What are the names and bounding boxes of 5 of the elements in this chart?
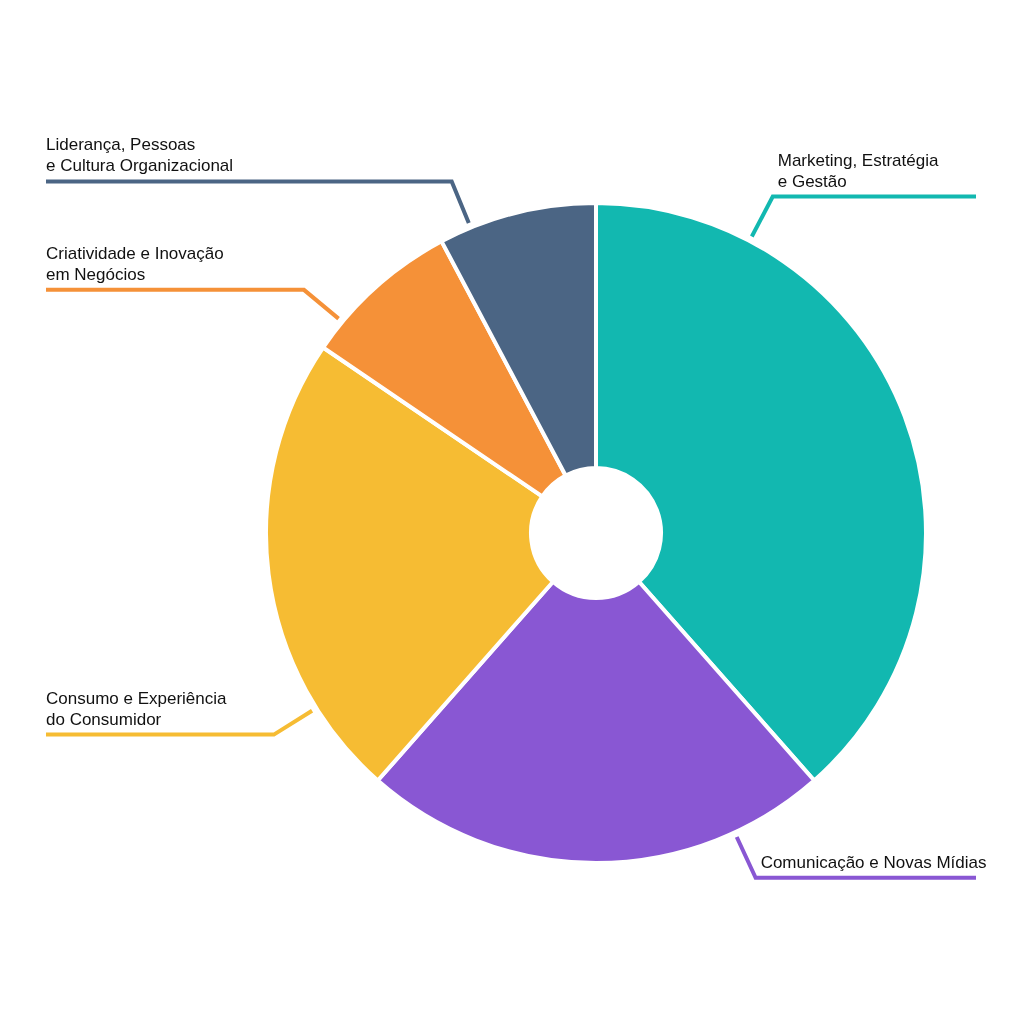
slice-label: Marketing, Estratégia e Gestão xyxy=(777,150,939,191)
slice-label: Liderança, Pessoas e Cultura Organizacional xyxy=(46,135,234,176)
slice-label: Consumo e Experiência do Consumidor xyxy=(46,688,228,729)
slice-label: Comunicação e Novas Mídias xyxy=(760,852,987,872)
slice-label: Criatividade e Inovação em Negócios xyxy=(46,243,224,284)
